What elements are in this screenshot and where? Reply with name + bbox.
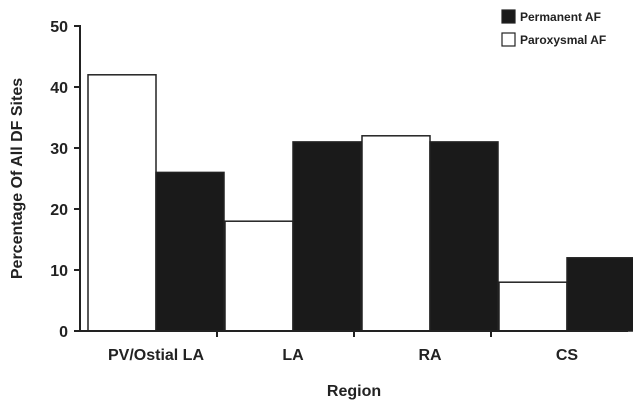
y-tick-label-10: 10	[50, 263, 68, 280]
y-tick-label-30: 30	[50, 141, 68, 158]
x-tick-label-la: LA	[282, 347, 304, 364]
y-axis-title: Percentage Of All DF Sites	[9, 78, 26, 279]
y-tick-label-50: 50	[50, 19, 68, 36]
x-axis-title: Region	[327, 383, 381, 400]
bar-permanent-af-ra	[429, 141, 499, 332]
x-tick-label-pv-ostial-la: PV/Ostial LA	[108, 347, 204, 364]
bar-permanent-af-pv-ostial-la	[155, 171, 225, 332]
x-tick-label-cs: CS	[556, 347, 579, 364]
legend-label-permanent-af: Permanent AF	[520, 10, 601, 24]
bar-permanent-af-la	[292, 141, 362, 332]
legend-swatch-permanent-af	[501, 9, 516, 24]
y-tick-label-0: 0	[59, 324, 68, 341]
bar-paroxysmal-af-cs	[498, 281, 568, 332]
legend: Permanent AF Paroxysmal AF	[501, 9, 606, 47]
bar-permanent-af-cs	[566, 257, 633, 332]
bar-paroxysmal-af-la	[224, 220, 294, 332]
bar-paroxysmal-af-pv-ostial-la	[87, 74, 157, 332]
bar-paroxysmal-af-ra	[361, 135, 431, 332]
x-tick-label-ra: RA	[418, 347, 442, 364]
y-tick-label-20: 20	[50, 202, 68, 219]
legend-swatch-paroxysmal-af	[501, 32, 516, 47]
plot-area	[87, 74, 633, 332]
legend-label-paroxysmal-af: Paroxysmal AF	[520, 33, 606, 47]
y-tick-label-40: 40	[50, 80, 68, 97]
axes: 0 10 20 30 40 50 PV/Ostial LA LA RA CS	[50, 19, 628, 364]
